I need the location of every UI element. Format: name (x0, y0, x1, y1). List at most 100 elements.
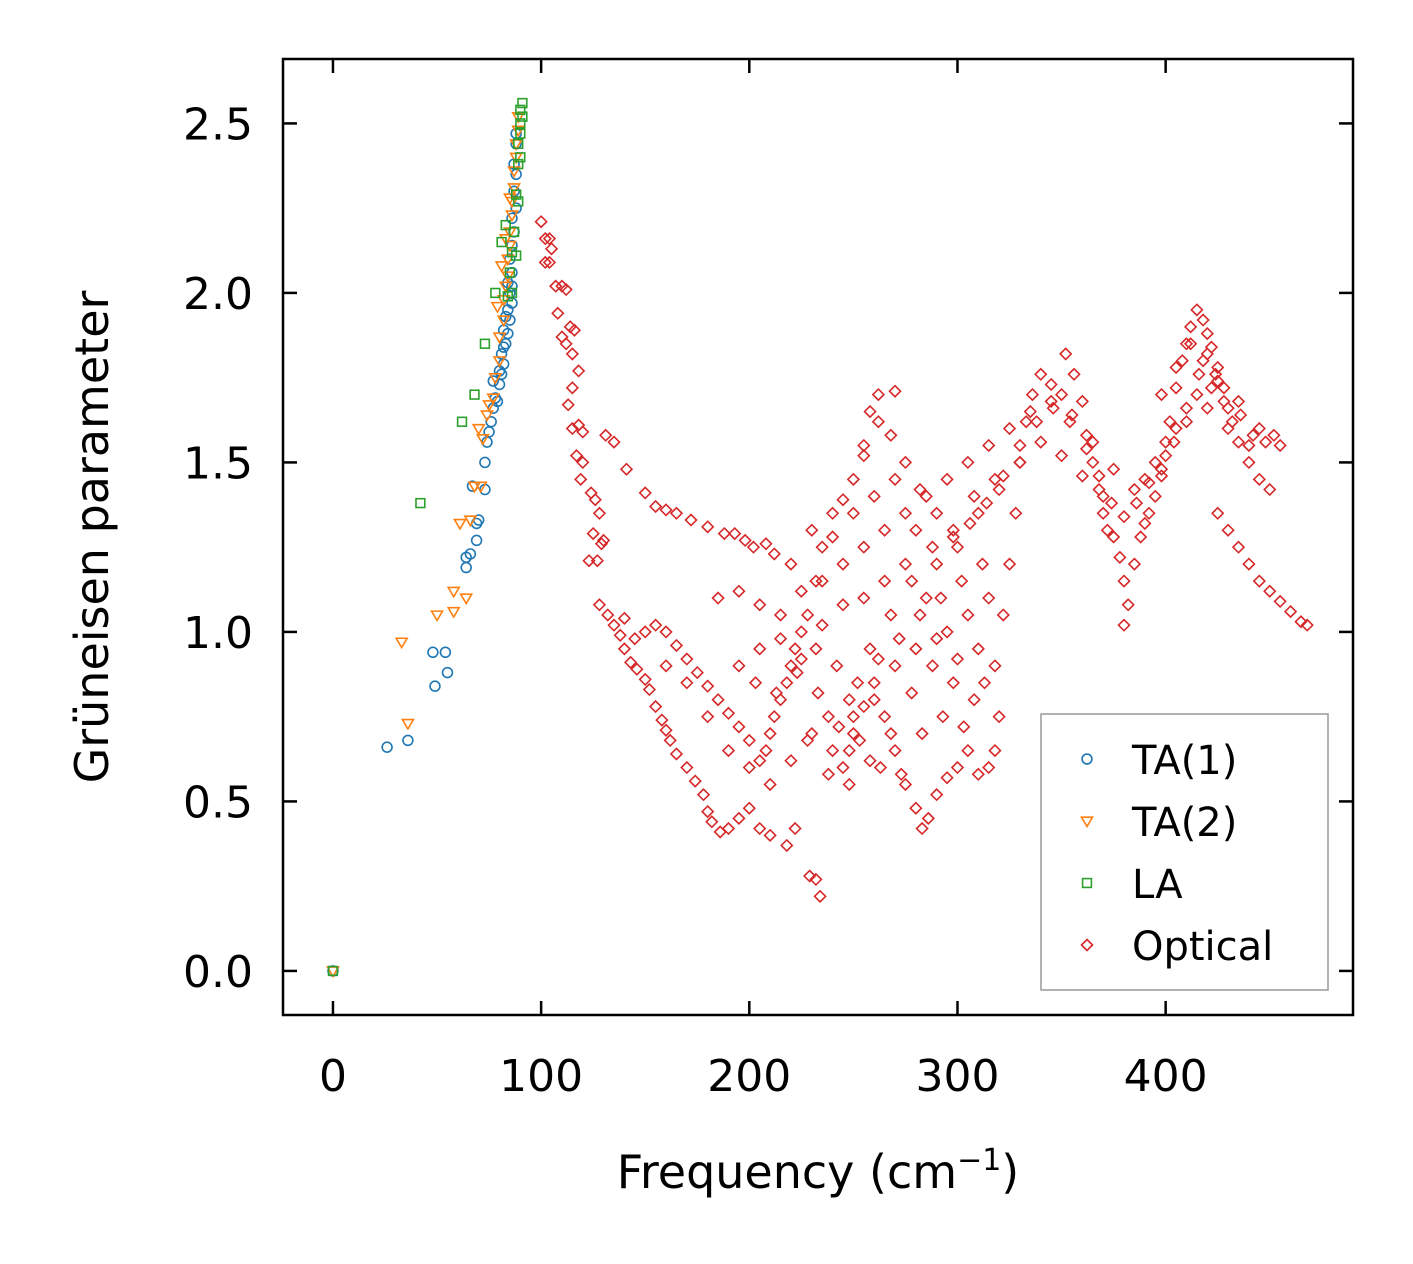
data-point (402, 734, 414, 747)
data-point (1300, 618, 1314, 632)
data-point (842, 743, 856, 758)
data-point (825, 530, 840, 544)
data-point (871, 652, 886, 666)
data-point (946, 676, 960, 690)
data-point (696, 788, 711, 802)
data-point (1127, 482, 1142, 497)
data-point (1002, 421, 1017, 436)
data-point (863, 642, 877, 656)
x-tick-label: 300 (915, 1051, 999, 1102)
data-point (504, 267, 516, 278)
data-point (871, 415, 886, 429)
data-point (1019, 415, 1033, 429)
data-point (1252, 421, 1266, 436)
data-point (763, 828, 777, 842)
data-point (487, 375, 500, 387)
data-point (565, 421, 579, 436)
data-point (930, 506, 944, 520)
data-point (513, 138, 524, 149)
data-point (1204, 381, 1219, 395)
data-point (773, 608, 788, 622)
data-point (381, 741, 393, 753)
data-point (1231, 435, 1246, 449)
data-point (1148, 455, 1162, 470)
data-point (1183, 337, 1198, 351)
data-point (515, 152, 526, 163)
data-point (846, 710, 861, 724)
data-point (909, 523, 923, 537)
data-point (599, 428, 613, 442)
data-point (1179, 401, 1194, 415)
data-point (836, 493, 850, 507)
data-point (982, 760, 996, 775)
data-point (617, 611, 632, 625)
data-point (1013, 455, 1027, 470)
data-point (773, 632, 788, 646)
data-point (898, 777, 913, 792)
data-point (1211, 506, 1225, 520)
data-point (1096, 489, 1110, 503)
data-point (613, 628, 627, 642)
data-point (486, 393, 501, 406)
data-point (1179, 337, 1194, 351)
data-point (836, 760, 850, 775)
data-point (607, 618, 621, 632)
series-ta1 (327, 127, 522, 977)
data-point (1294, 615, 1308, 629)
data-point (1044, 377, 1058, 392)
data-point (815, 618, 829, 632)
x-tick-label: 100 (499, 1051, 583, 1102)
data-point (1063, 415, 1077, 429)
data-point (842, 777, 856, 792)
data-point (836, 557, 850, 571)
data-point (857, 438, 871, 453)
data-point (846, 506, 861, 520)
data-point (1079, 442, 1094, 456)
y-axis-title: Grüneisen parameter (65, 290, 119, 783)
data-point (513, 158, 524, 170)
data-point (592, 506, 607, 520)
data-point (788, 821, 802, 836)
data-point (576, 425, 590, 439)
data-point (877, 710, 892, 724)
data-point (517, 97, 528, 109)
data-point (825, 743, 840, 758)
data-point (1013, 438, 1027, 453)
data-point (1208, 367, 1223, 381)
y-tick-label: 0.5 (183, 777, 253, 828)
data-point (1029, 415, 1044, 429)
data-point (538, 255, 552, 270)
legend-marker (1081, 877, 1093, 889)
data-point (534, 215, 548, 229)
data-point (888, 384, 902, 398)
data-point (427, 646, 439, 659)
data-point (1065, 408, 1079, 422)
data-point (1242, 438, 1256, 453)
data-point (1200, 401, 1214, 415)
legend-label-ta1: TA(1) (1131, 738, 1237, 784)
data-point (655, 713, 669, 727)
data-point (1034, 435, 1048, 449)
data-point (1273, 594, 1287, 609)
data-point (588, 493, 602, 507)
data-point (1129, 496, 1144, 510)
data-point (479, 338, 491, 349)
data-point (648, 499, 663, 514)
data-point (732, 720, 746, 734)
data-point (846, 472, 861, 487)
data-point (515, 118, 526, 129)
data-point (971, 642, 985, 656)
data-point (1283, 604, 1298, 619)
data-point (821, 710, 836, 724)
data-point (742, 801, 756, 815)
data-point (769, 686, 783, 700)
data-point (728, 526, 742, 541)
data-point (898, 506, 913, 520)
data-point (1002, 557, 1017, 571)
data-point (940, 771, 954, 785)
data-point (794, 584, 808, 598)
data-point (788, 642, 802, 656)
data-point (898, 455, 913, 470)
data-point (915, 821, 929, 836)
data-point (919, 591, 933, 605)
